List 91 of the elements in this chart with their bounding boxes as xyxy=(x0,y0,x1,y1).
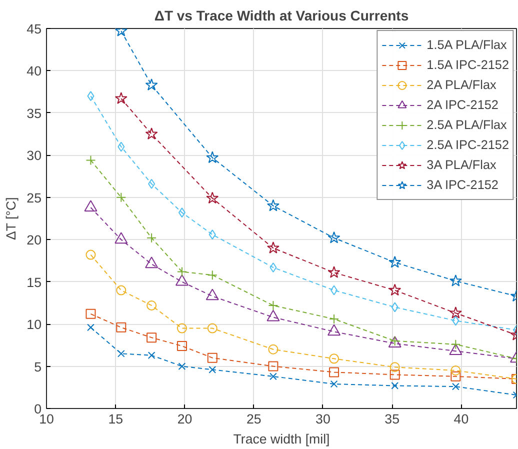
point xyxy=(86,250,96,260)
point xyxy=(268,300,278,310)
point xyxy=(449,274,462,286)
point xyxy=(176,323,187,334)
point xyxy=(87,324,94,332)
x-tick-label: 35 xyxy=(384,412,400,426)
x-tick-label: 15 xyxy=(108,412,124,426)
legend-label: 1.5A IPC-2152 xyxy=(426,58,509,72)
point xyxy=(84,200,98,212)
point xyxy=(178,208,186,218)
point xyxy=(270,372,277,380)
point xyxy=(329,314,340,324)
y-tick-label: 0 xyxy=(34,402,42,416)
point xyxy=(146,332,157,343)
point xyxy=(388,284,402,296)
point xyxy=(87,91,94,102)
point xyxy=(207,270,218,280)
point xyxy=(391,382,399,390)
y-tick-label: 45 xyxy=(26,22,42,36)
point xyxy=(390,362,400,372)
point xyxy=(208,366,216,374)
point xyxy=(86,308,96,319)
x-tick-label: 25 xyxy=(246,412,262,426)
point xyxy=(176,341,187,352)
y-tick-label: 40 xyxy=(26,64,42,79)
point xyxy=(116,192,126,202)
point xyxy=(206,192,219,204)
point xyxy=(270,262,277,272)
chart-title: ΔT vs Trace Width at Various Currents xyxy=(154,8,409,24)
point xyxy=(207,323,218,334)
point xyxy=(116,322,126,332)
point xyxy=(176,266,187,277)
y-tick-label: 20 xyxy=(26,232,42,248)
point xyxy=(330,380,338,388)
point xyxy=(268,361,278,372)
point xyxy=(146,300,157,310)
point xyxy=(330,285,338,296)
point xyxy=(452,382,460,390)
legend-label: 2A IPC-2152 xyxy=(426,98,498,112)
legend-label: 2.5A PLA/Flax xyxy=(426,118,507,132)
point xyxy=(267,242,280,254)
point xyxy=(146,232,157,243)
point xyxy=(450,339,461,350)
x-axis-title: Trace width [mil] xyxy=(233,432,330,446)
point xyxy=(116,285,126,296)
point xyxy=(178,362,186,370)
point xyxy=(206,151,219,164)
point xyxy=(117,350,125,358)
x-tick-label: 30 xyxy=(316,412,330,426)
legend-label: 1.5A PLA/Flax xyxy=(426,38,507,52)
y-tick-label: 35 xyxy=(26,106,42,121)
point xyxy=(145,78,158,90)
y-tick-label: 30 xyxy=(26,148,42,164)
point xyxy=(268,344,278,354)
point xyxy=(114,232,128,244)
legend-label: 2.5A IPC-2152 xyxy=(426,138,509,152)
point xyxy=(148,178,156,189)
point xyxy=(449,306,462,318)
point xyxy=(148,352,156,359)
point xyxy=(86,155,96,166)
point xyxy=(206,288,219,300)
y-tick-label: 5 xyxy=(34,359,42,374)
point xyxy=(145,256,158,268)
point xyxy=(449,344,462,356)
point xyxy=(388,256,402,268)
point xyxy=(207,352,218,363)
legend-label: 3A PLA/Flax xyxy=(426,158,496,172)
x-tick-label: 20 xyxy=(177,412,192,426)
point xyxy=(175,274,188,286)
point xyxy=(118,142,125,152)
point xyxy=(328,324,341,336)
point xyxy=(328,231,340,244)
y-tick-label: 10 xyxy=(26,317,42,332)
y-axis-title: ΔT [°C] xyxy=(4,197,19,240)
point xyxy=(329,367,340,378)
point xyxy=(452,316,460,326)
point xyxy=(145,128,158,140)
point xyxy=(267,199,280,212)
point xyxy=(208,230,216,240)
point xyxy=(390,370,400,380)
y-tick-label: 15 xyxy=(26,274,42,290)
point xyxy=(328,266,340,278)
legend-label: 2A PLA/Flax xyxy=(426,78,496,92)
point xyxy=(114,92,128,104)
point xyxy=(329,354,340,364)
legend-label: 3A IPC-2152 xyxy=(426,178,498,192)
point xyxy=(391,302,398,312)
point xyxy=(450,371,461,382)
x-tick-label: 40 xyxy=(454,412,469,426)
y-tick-label: 25 xyxy=(26,190,42,206)
point xyxy=(450,366,461,376)
